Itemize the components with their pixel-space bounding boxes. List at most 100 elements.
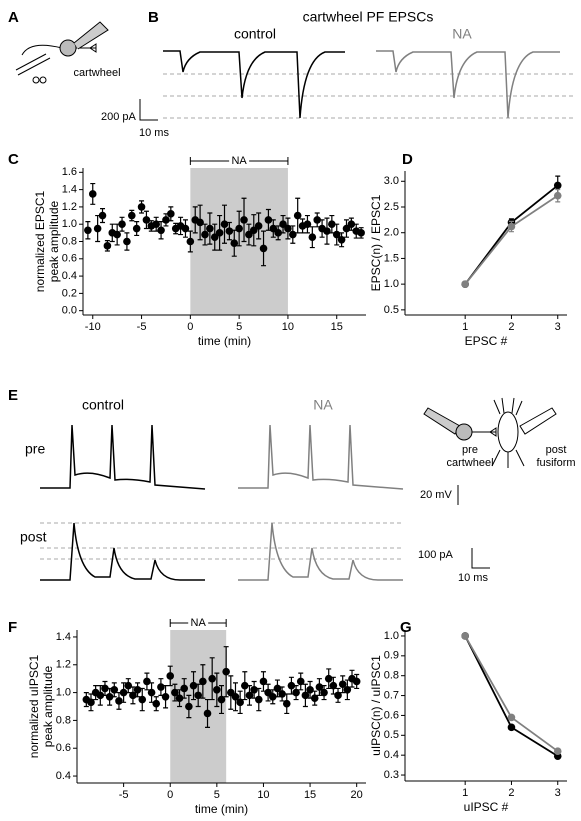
data-point [222,667,230,676]
data-point [133,686,142,694]
data-point [306,686,314,694]
trace [376,50,560,119]
condition-label: control [82,397,124,413]
data-point [213,686,221,694]
data-point [123,237,131,246]
data-point [210,233,219,241]
y-tick-label: 2.5 [384,201,399,213]
data-point [461,632,469,640]
trace-label: post [20,529,47,545]
data-point [157,226,165,235]
scale-label: 20 mV [420,489,452,501]
y-tick-label: 1.2 [62,201,77,213]
data-point [115,697,123,705]
shade-bracket [169,619,227,627]
scale-bar [139,99,158,121]
data-point [357,229,365,237]
y-axis-label: EPSC(n) / EPSC1 [369,194,383,291]
x-axis-label: uIPSC # [464,800,509,814]
y-tick-label: 1.5 [384,252,399,264]
y-tick-label: 1.6 [62,166,77,178]
scale-label: 200 pA [101,111,137,123]
data-point [142,216,151,224]
x-tick-label: 2 [508,787,514,799]
data-point [241,681,249,690]
y-tick-label: 1.4 [62,184,77,196]
x-tick-label: 3 [555,787,561,799]
y-tick-label: 0.0 [62,305,77,317]
data-point [87,698,95,707]
data-point [308,233,317,241]
data-point [250,686,258,694]
x-tick-label: 10 [257,789,269,801]
data-point [310,694,319,702]
shade-label: NA [191,617,207,629]
data-point [254,222,263,230]
data-point [245,691,254,700]
trace [40,424,206,490]
y-tick-label: 1.0 [56,686,71,698]
data-point [196,218,204,227]
series-line [464,194,559,285]
data-point [175,694,184,702]
data-point [189,681,198,690]
data-point [129,691,137,700]
data-point [245,230,253,239]
y-tick-label: 0.6 [56,742,71,754]
y-tick-label: 0.6 [62,253,77,265]
data-point [320,688,328,697]
data-point [507,723,516,732]
data-point [132,224,141,233]
data-point [166,672,175,680]
y-axis-label: peak amplitude [47,200,61,282]
y-tick-label: 0.4 [384,749,399,761]
data-point [203,709,212,718]
data-point [313,216,322,224]
data-point [329,681,338,690]
x-tick-label: 15 [331,321,343,333]
data-point [186,237,195,246]
x-tick-label: 0 [167,789,173,801]
y-axis-label: normalized uIPSC1 [27,654,41,758]
y-tick-label: 1.0 [384,630,399,642]
scale-label: 10 ms [458,572,488,584]
data-point [249,226,258,235]
trace [163,50,345,119]
x-tick-label: -10 [85,321,101,333]
data-point [284,224,292,233]
x-tick-label: 20 [351,789,363,801]
data-point [181,224,190,233]
data-point [118,220,126,229]
data-point [101,684,109,693]
data-point [113,230,121,239]
data-point [152,220,160,229]
data-point [143,677,151,686]
y-axis-label: peak amplitude [41,665,55,747]
data-point [236,698,244,707]
x-tick-label: -5 [137,321,147,333]
data-point [553,747,562,755]
data-point [507,713,516,722]
y-tick-label: 0.8 [56,714,71,726]
data-point [147,688,156,697]
y-tick-label: 1.4 [56,631,71,643]
data-point [342,224,351,233]
data-point [127,211,136,220]
x-tick-label: 5 [214,789,220,801]
data-point [167,210,175,218]
data-point [93,224,102,233]
data-point [201,230,209,239]
data-point [274,229,282,237]
data-point [352,677,361,686]
data-point [105,692,114,701]
data-point [88,190,97,198]
y-tick-label: 0.5 [384,304,399,316]
data-point [279,220,287,229]
trace [40,522,205,581]
data-point [278,690,286,698]
cell-label: fusiform [536,457,575,469]
cell-label: post [546,444,567,456]
panel-title: cartwheel PF EPSCs [303,9,434,25]
trace [238,522,403,581]
